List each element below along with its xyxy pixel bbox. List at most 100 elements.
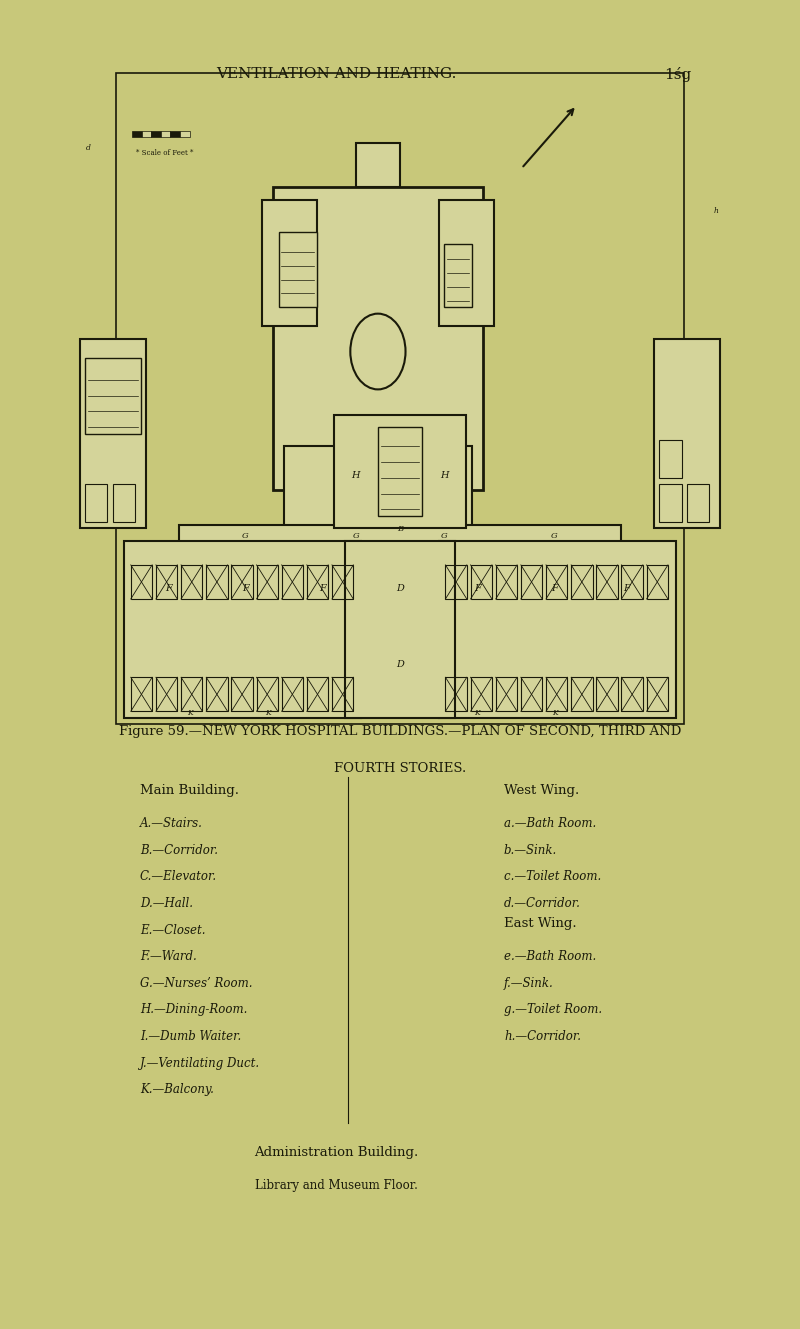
Text: F.—Ward.: F.—Ward. <box>140 950 197 964</box>
Text: e.—Bath Room.: e.—Bath Room. <box>504 950 596 964</box>
Text: F: F <box>551 585 558 594</box>
Text: f.—Sink.: f.—Sink. <box>504 977 554 990</box>
Text: H: H <box>440 470 449 480</box>
Text: G: G <box>551 532 558 540</box>
Text: h: h <box>714 206 718 215</box>
Bar <box>659 440 682 477</box>
Text: a.—Bath Room.: a.—Bath Room. <box>504 817 596 831</box>
Bar <box>378 428 422 516</box>
Bar <box>438 201 494 327</box>
Text: G: G <box>242 532 249 540</box>
Bar <box>86 358 141 433</box>
Bar <box>446 678 466 711</box>
Bar <box>470 565 492 599</box>
Text: H: H <box>351 470 360 480</box>
Text: F: F <box>623 585 630 594</box>
Text: K: K <box>265 708 270 716</box>
Bar <box>332 678 354 711</box>
Bar <box>161 130 170 137</box>
Bar <box>151 130 161 137</box>
Bar <box>521 565 542 599</box>
Bar <box>496 565 517 599</box>
Text: G.—Nurses’ Room.: G.—Nurses’ Room. <box>140 977 253 990</box>
Text: H.—Dining-Room.: H.—Dining-Room. <box>140 1003 247 1017</box>
Text: F: F <box>242 585 249 594</box>
Text: FOURTH STORIES.: FOURTH STORIES. <box>334 762 466 775</box>
Bar <box>521 678 542 711</box>
Text: h.—Corridor.: h.—Corridor. <box>504 1030 581 1043</box>
Bar <box>622 678 643 711</box>
Bar <box>278 231 317 307</box>
Bar <box>113 484 135 522</box>
Bar <box>206 678 227 711</box>
Bar <box>130 565 152 599</box>
Text: Main Building.: Main Building. <box>140 784 239 797</box>
Text: F: F <box>319 585 326 594</box>
Bar <box>654 339 720 528</box>
Text: d.—Corridor.: d.—Corridor. <box>504 897 581 910</box>
Bar <box>282 565 303 599</box>
Ellipse shape <box>350 314 406 389</box>
Bar <box>446 565 466 599</box>
Bar <box>470 678 492 711</box>
Bar <box>596 565 618 599</box>
Bar <box>273 187 482 490</box>
Bar <box>307 678 328 711</box>
Text: G: G <box>353 532 359 540</box>
Bar <box>116 73 684 724</box>
Text: West Wing.: West Wing. <box>504 784 579 797</box>
Text: d: d <box>86 144 90 152</box>
Bar <box>80 339 146 528</box>
Text: Library and Museum Floor.: Library and Museum Floor. <box>254 1179 418 1192</box>
Text: Figure 59.—NEW YORK HOSPITAL BUILDINGS.—PLAN OF SECOND, THIRD AND: Figure 59.—NEW YORK HOSPITAL BUILDINGS.—… <box>119 724 681 738</box>
Bar <box>659 484 682 522</box>
Text: D: D <box>396 585 404 594</box>
Bar <box>332 565 354 599</box>
Bar <box>284 447 472 541</box>
Bar <box>282 678 303 711</box>
Bar <box>496 678 517 711</box>
Bar <box>180 130 190 137</box>
Bar <box>646 565 668 599</box>
Bar <box>170 130 180 137</box>
Bar <box>206 565 227 599</box>
Bar <box>307 565 328 599</box>
Text: J.—Ventilating Duct.: J.—Ventilating Duct. <box>140 1057 260 1070</box>
Text: VENTILATION AND HEATING.: VENTILATION AND HEATING. <box>216 68 456 81</box>
Bar <box>571 678 593 711</box>
Bar <box>181 678 202 711</box>
Text: G: G <box>441 532 447 540</box>
Bar <box>571 565 593 599</box>
Text: 1śg: 1śg <box>664 66 691 82</box>
Text: * Scale of Feet *: * Scale of Feet * <box>136 149 194 157</box>
Text: B: B <box>397 525 403 533</box>
Text: F: F <box>474 585 481 594</box>
Bar <box>356 144 400 187</box>
Text: K: K <box>552 708 558 716</box>
Text: K.—Balcony.: K.—Balcony. <box>140 1083 214 1096</box>
Bar <box>345 541 455 718</box>
Text: K: K <box>187 708 193 716</box>
Bar <box>124 541 362 718</box>
Text: K: K <box>474 708 480 716</box>
Text: East Wing.: East Wing. <box>504 917 577 930</box>
Text: D.—Hall.: D.—Hall. <box>140 897 193 910</box>
Bar <box>142 130 151 137</box>
Bar <box>130 678 152 711</box>
Bar <box>132 130 142 137</box>
Bar <box>181 565 202 599</box>
Bar <box>546 565 567 599</box>
Bar <box>646 678 668 711</box>
Bar <box>334 415 466 528</box>
Text: g.—Toilet Room.: g.—Toilet Room. <box>504 1003 602 1017</box>
Bar <box>622 565 643 599</box>
Bar <box>86 484 107 522</box>
Text: Administration Building.: Administration Building. <box>254 1146 418 1159</box>
Bar <box>179 525 621 557</box>
Bar <box>257 565 278 599</box>
Bar <box>438 541 676 718</box>
Bar <box>231 678 253 711</box>
Bar <box>156 565 178 599</box>
Bar <box>687 484 709 522</box>
Text: b.—Sink.: b.—Sink. <box>504 844 558 857</box>
